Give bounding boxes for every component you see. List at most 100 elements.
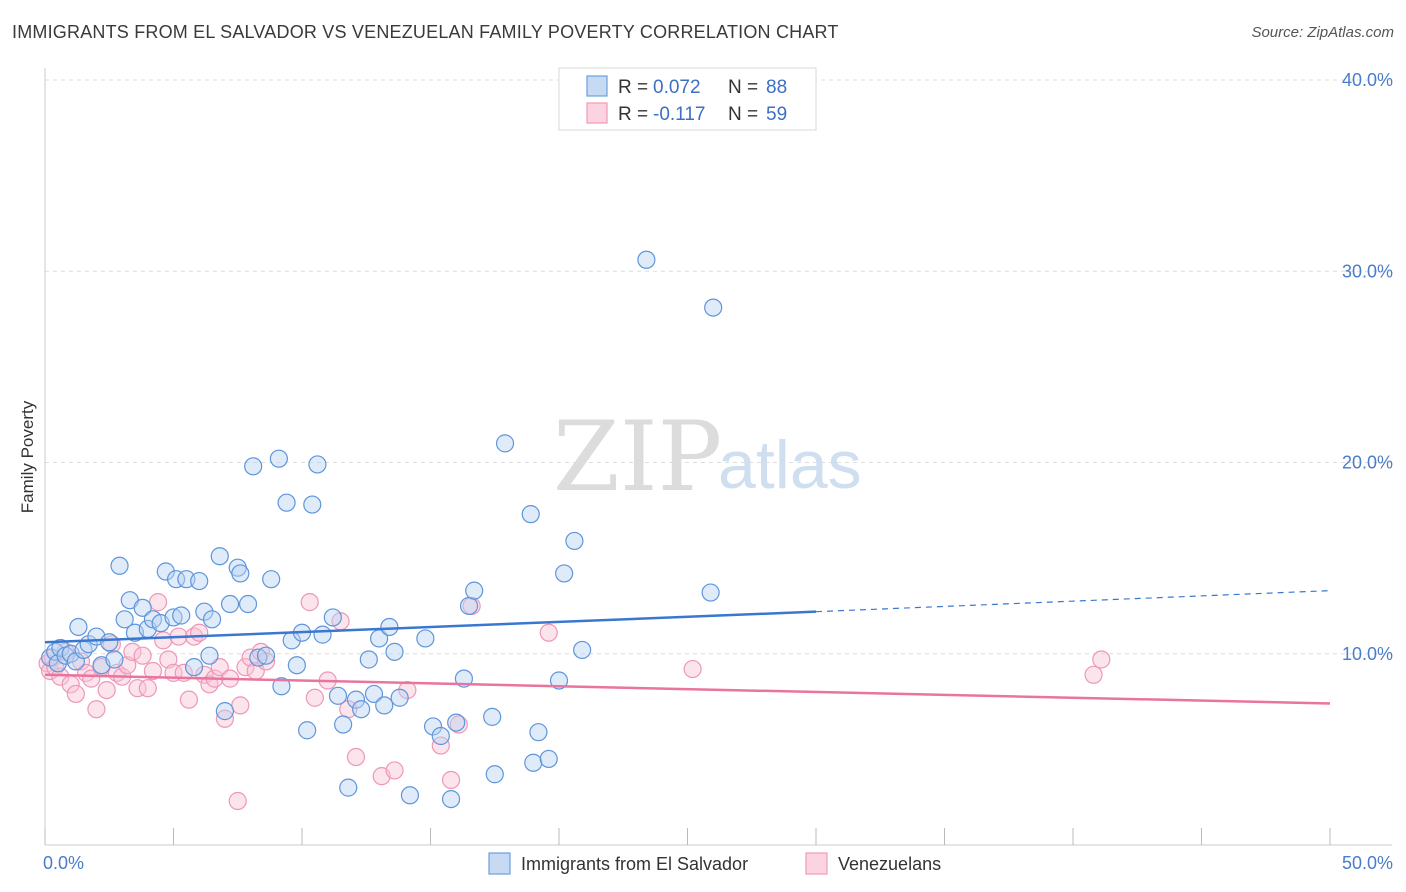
data-point [465,581,484,600]
data-point [128,679,147,698]
data-point [48,654,67,673]
data-point [228,791,247,811]
data-point [683,659,702,679]
data-point [238,594,258,614]
data-point [385,642,404,661]
data-point [133,598,152,617]
data-point [459,596,479,616]
data-point [195,602,214,621]
data-point [148,593,168,612]
data-point [308,455,327,474]
stats-swatch-pink [586,102,608,124]
data-point [339,778,358,797]
stats-r-label-2: R = [618,104,648,125]
data-point [303,495,322,514]
watermark-zip: ZIP [553,401,722,513]
data-point [231,696,250,715]
chart-title: IMMIGRANTS FROM EL SALVADOR VS VENEZUELA… [12,22,839,42]
data-point [380,617,399,637]
trend-line-el-salvador [44,610,817,644]
x-tick-label: 0.0% [43,853,84,873]
data-point [277,493,296,512]
legend-swatch-venezuelans [805,852,828,875]
stats-n-label-2: N = [728,104,758,125]
data-point [110,556,129,575]
data-point [179,690,199,709]
data-point [123,642,142,661]
data-point [449,715,468,734]
data-point [529,723,548,742]
data-point [184,658,204,677]
data-point [156,562,175,581]
data-point [97,680,116,700]
data-point [215,709,234,728]
data-point [390,688,409,707]
data-point [138,679,157,698]
legend: Immigrants from El Salvador Venezuelans [488,852,941,875]
legend-label-venezuelans: Venezuelans [838,854,941,874]
data-point [485,765,504,784]
data-point [539,623,558,642]
y-tick-label: 30.0% [1342,261,1393,281]
data-point [154,631,173,650]
y-tick-label: 10.0% [1342,644,1393,664]
data-point [115,610,134,629]
data-point [210,658,229,677]
data-point [231,564,250,583]
data-point [172,606,191,625]
trend-line-venezuelans [44,673,1331,705]
data-point [313,625,332,644]
data-point [555,564,574,583]
data-point [305,688,324,707]
data-point [100,633,119,652]
data-point [431,726,450,746]
data-point [483,707,502,726]
data-point [334,715,353,734]
data-point [236,658,255,677]
axes [44,68,1392,846]
data-point [352,700,371,719]
data-point [241,648,260,667]
data-point [190,623,209,642]
stats-n-value-2: 59 [766,104,787,125]
data-point [385,761,404,780]
data-point [244,457,263,476]
stats-r-label-1: R = [618,77,648,98]
data-point [400,786,420,805]
data-point [375,696,394,715]
data-point [441,789,461,809]
data-point [69,617,88,637]
y-tick-label: 20.0% [1342,453,1393,473]
data-point [704,298,723,317]
data-point [521,505,540,524]
data-point [300,593,319,612]
watermark-atlas: atlas [718,427,862,503]
data-point [359,650,378,669]
data-point [269,449,288,468]
data-point [272,677,291,696]
stats-r-value-2: -0.117 [653,104,705,125]
data-point [159,650,178,669]
data-point [1092,650,1111,669]
data-point [539,749,558,769]
data-point [447,713,466,732]
data-point [328,686,348,705]
data-point [323,608,342,627]
data-point [87,700,106,719]
legend-swatch-el-salvador [488,852,511,875]
data-point [210,547,229,566]
data-point [549,671,569,690]
data-point [364,684,384,704]
stats-swatch-blue [586,75,608,97]
data-point [287,656,306,675]
data-point [701,583,720,602]
stats-n-value-1: 88 [766,77,787,98]
data-point [423,717,443,736]
trend-line-el-salvador-extension [815,590,1331,613]
data-point [200,675,219,694]
stats-r-value-1: 0.072 [653,77,701,98]
x-tick-label: 50.0% [1342,853,1393,873]
data-point [202,610,222,629]
data-point [346,747,366,767]
el-salvador-points [41,250,723,809]
